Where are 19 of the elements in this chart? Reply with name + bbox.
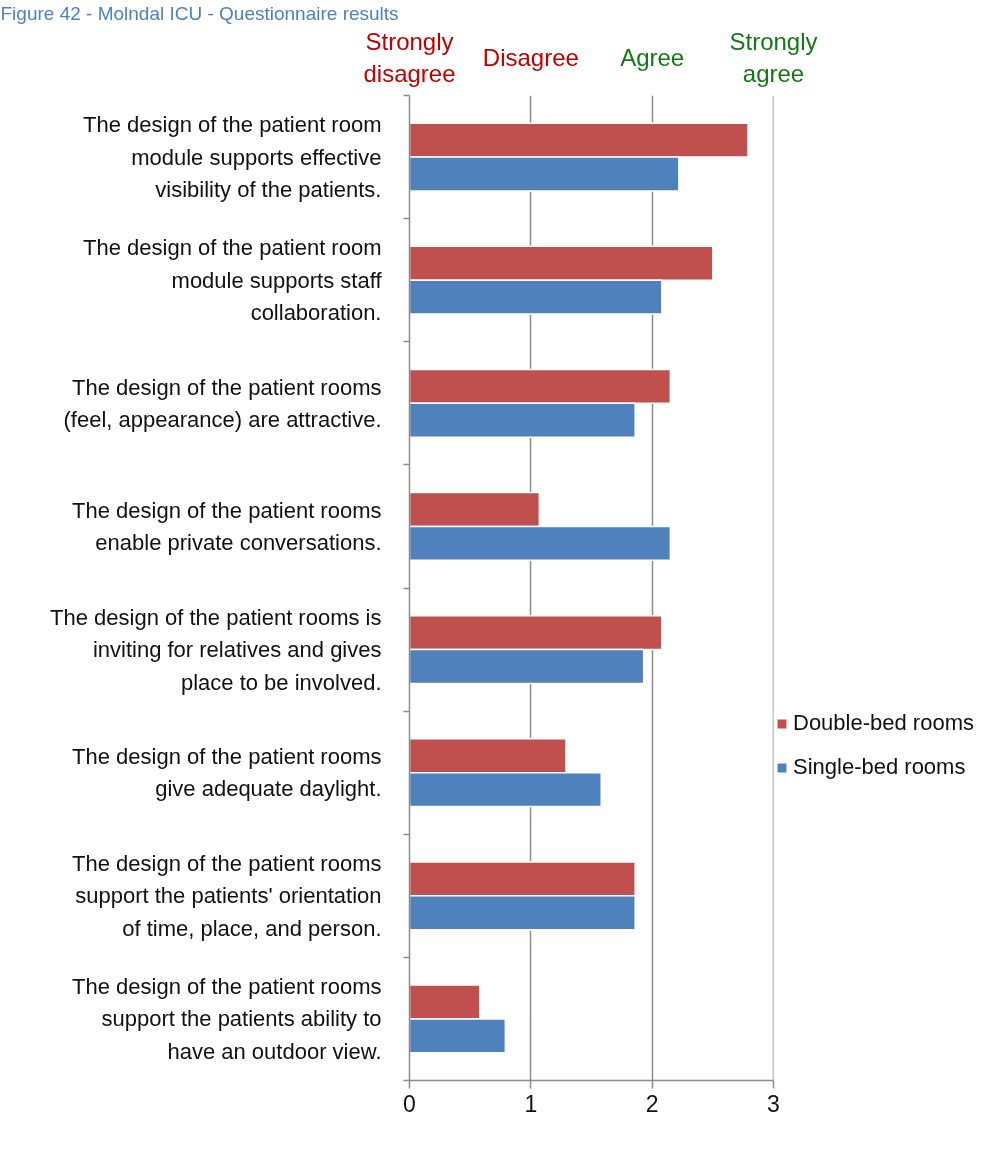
x-tick-label: 0 xyxy=(403,1090,416,1117)
text: Figure 42 - Molndal ICU - Questionnaire results xyxy=(0,2,399,24)
x-tick-label: 1 xyxy=(524,1090,538,1117)
y-tick-label: The design of the patient rooms (feel, appearance) are attractive. xyxy=(63,374,382,433)
y-tick-label: The design of the patient room module supports staff collaboration. xyxy=(83,235,383,326)
text: Strongly agree xyxy=(729,28,818,87)
y-tick-label: The design of the patient rooms enable private conversations. xyxy=(72,497,382,556)
y-tick-label: The design of the patient rooms give adequate daylight. xyxy=(72,743,382,802)
text: Agree xyxy=(620,44,685,71)
legend-label: Single-bed rooms xyxy=(793,754,966,780)
y-tick-label: The design of the patient rooms support the patients' orientation of time, place, and person. xyxy=(72,850,382,941)
y-tick-label: The design of the patient rooms support the patients ability to have an outdoor view. xyxy=(72,973,382,1064)
legend-label: Double-bed rooms xyxy=(793,710,974,736)
x-tick-label: 3 xyxy=(767,1090,780,1117)
x-tick-label: 2 xyxy=(645,1090,659,1117)
text: Strongly disagree xyxy=(363,28,456,87)
y-tick-label: The design of the patient rooms is inviting for relatives and gives place to be involved. xyxy=(50,604,382,695)
y-tick-label: The design of the patient room module supports effective visibility of the patients. xyxy=(83,112,382,203)
text: Disagree xyxy=(482,44,579,71)
